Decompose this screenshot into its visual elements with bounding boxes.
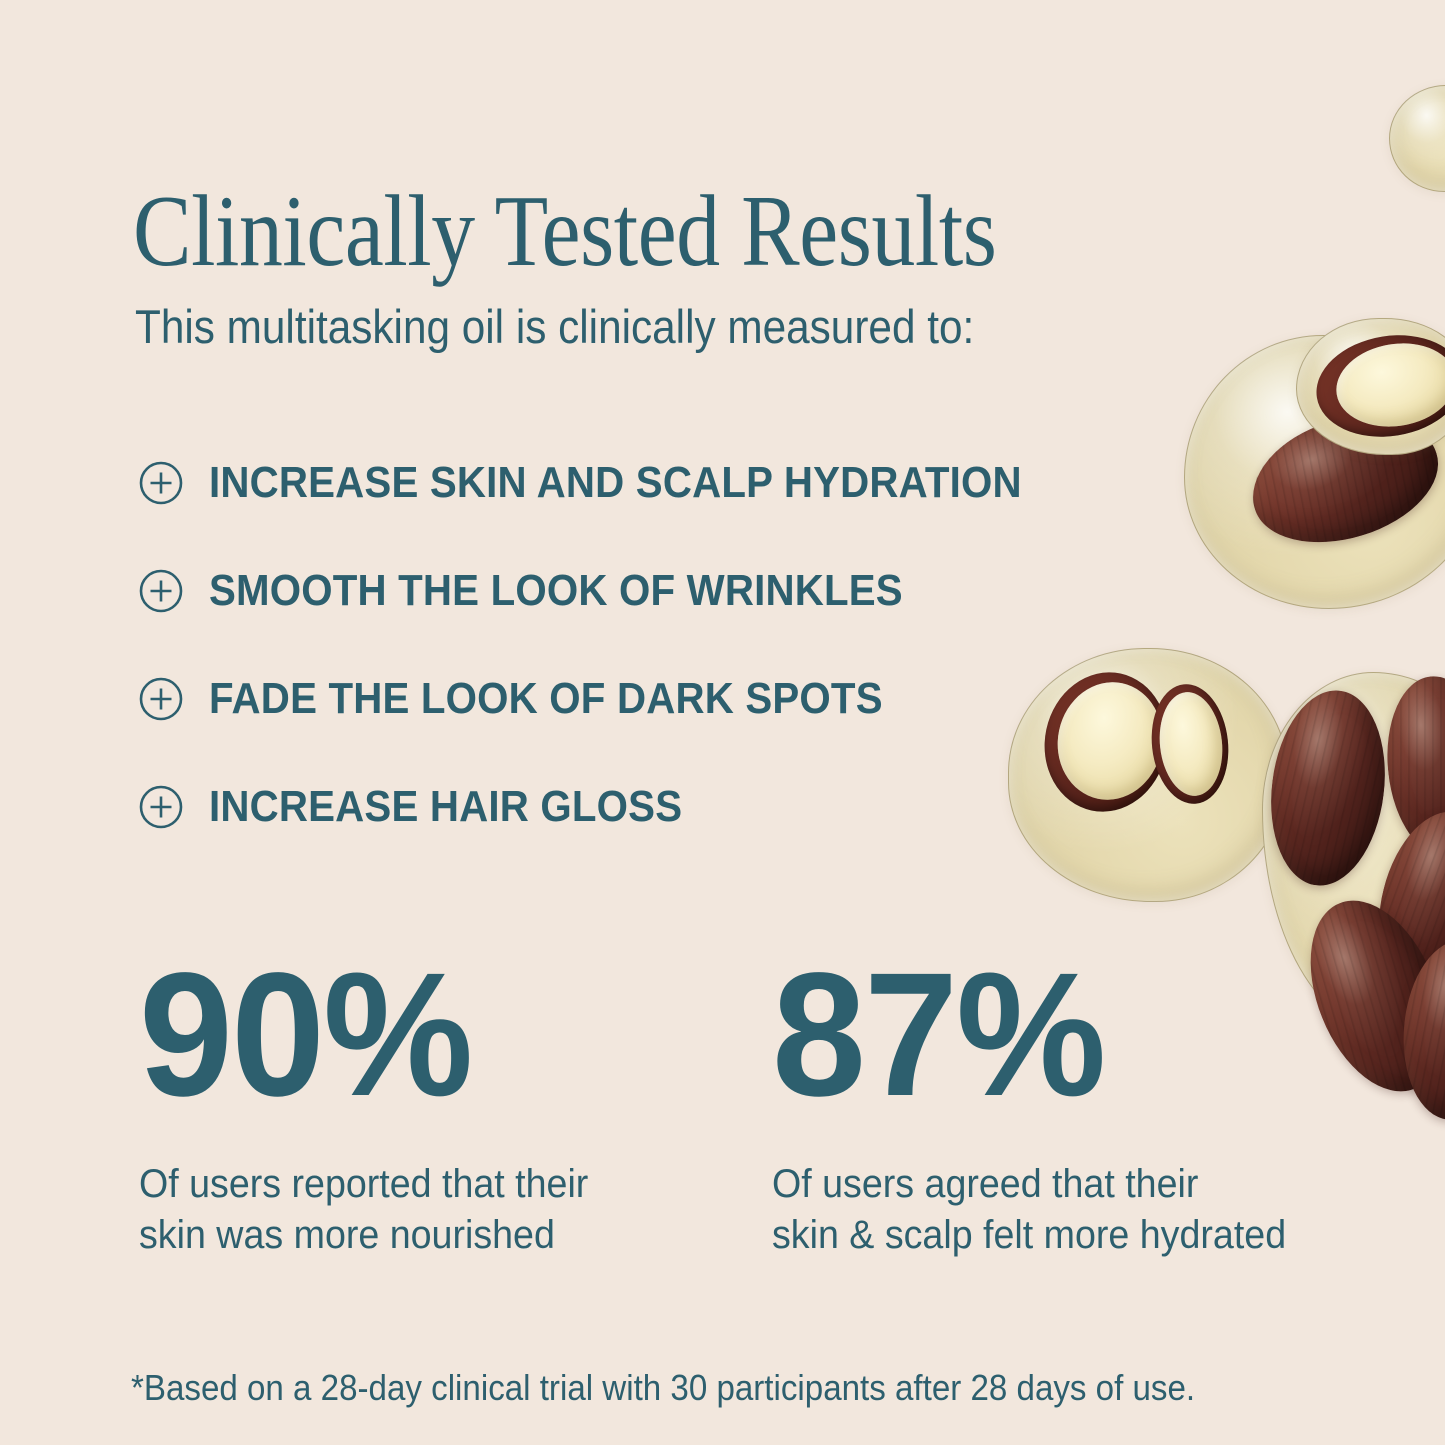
benefit-item-wrinkles: SMOOTH THE LOOK OF WRINKLES: [139, 556, 1259, 626]
stat-block-hydrated: 87% Of users agreed that their skin & sc…: [772, 937, 1319, 1262]
benefit-item-dark-spots: FADE THE LOOK OF DARK SPOTS: [139, 664, 1259, 734]
plus-circle-icon: [139, 461, 183, 505]
benefit-label: INCREASE HAIR GLOSS: [209, 782, 683, 831]
benefit-label: INCREASE SKIN AND SCALP HYDRATION: [209, 458, 1022, 507]
benefit-label: SMOOTH THE LOOK OF WRINKLES: [209, 566, 903, 615]
stat-description: Of users agreed that their skin & scalp …: [772, 1162, 1287, 1258]
plus-circle-icon: [139, 785, 183, 829]
stat-value: 87%: [772, 937, 1106, 1133]
benefit-item-hydration: INCREASE SKIN AND SCALP HYDRATION: [139, 448, 1259, 518]
plus-circle-icon: [139, 569, 183, 613]
benefit-item-hair-gloss: INCREASE HAIR GLOSS: [139, 772, 1259, 842]
page-subtitle: This multitasking oil is clinically meas…: [135, 300, 975, 353]
benefits-list: INCREASE SKIN AND SCALP HYDRATION SMOOTH…: [139, 448, 1259, 880]
footnote-disclaimer: *Based on a 28-day clinical trial with 3…: [131, 1367, 1196, 1408]
stat-value: 90%: [139, 937, 473, 1133]
page-title: Clinically Tested Results: [133, 175, 997, 289]
statistics-row: 90% Of users reported that their skin wa…: [139, 937, 1369, 1262]
stat-block-nourished: 90% Of users reported that their skin wa…: [139, 937, 772, 1262]
benefit-label: FADE THE LOOK OF DARK SPOTS: [209, 674, 883, 723]
plus-circle-icon: [139, 677, 183, 721]
stat-description: Of users reported that their skin was mo…: [139, 1162, 589, 1258]
